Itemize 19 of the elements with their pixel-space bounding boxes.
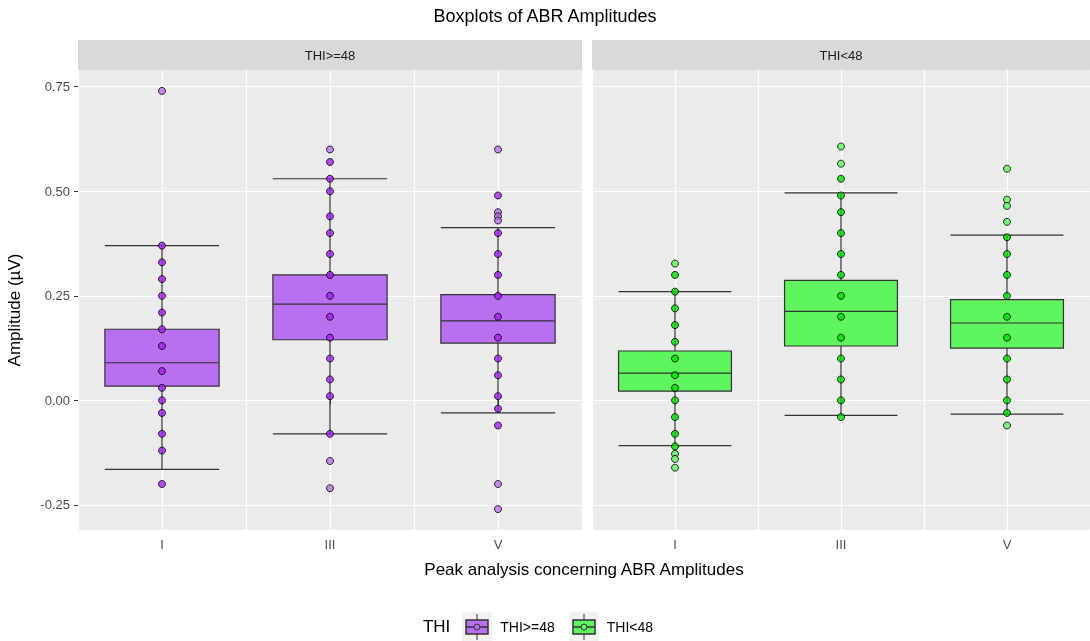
y-tick-label: 0.00 [44, 392, 70, 408]
legend-title: THI [422, 617, 451, 637]
y-tick-label: -0.25 [40, 497, 70, 513]
y-tick-label: 0.75 [44, 79, 70, 95]
chart-subtitle: THI>=48 [304, 47, 356, 63]
x-tick-label: I [160, 537, 164, 552]
y-axis-title: Amplitude (µV) [5, 252, 25, 369]
x-tick-label: V [1002, 537, 1012, 552]
x-axis-title: Peak analysis concerning ABR Amplitudes [423, 560, 745, 580]
y-tick-label: 0.25 [44, 288, 70, 304]
y-tick-label: 0.50 [44, 183, 70, 199]
legend-label: THI>=48 [500, 619, 555, 635]
legend-label: THI<48 [606, 619, 654, 635]
x-tick-label: V [493, 537, 503, 552]
chart-subtitle: THI<48 [819, 47, 863, 63]
chart-title: Boxplots of ABR Amplitudes [432, 6, 658, 27]
x-tick-label: I [673, 537, 677, 552]
x-tick-label: III [324, 537, 336, 552]
x-tick-label: III [835, 537, 847, 552]
